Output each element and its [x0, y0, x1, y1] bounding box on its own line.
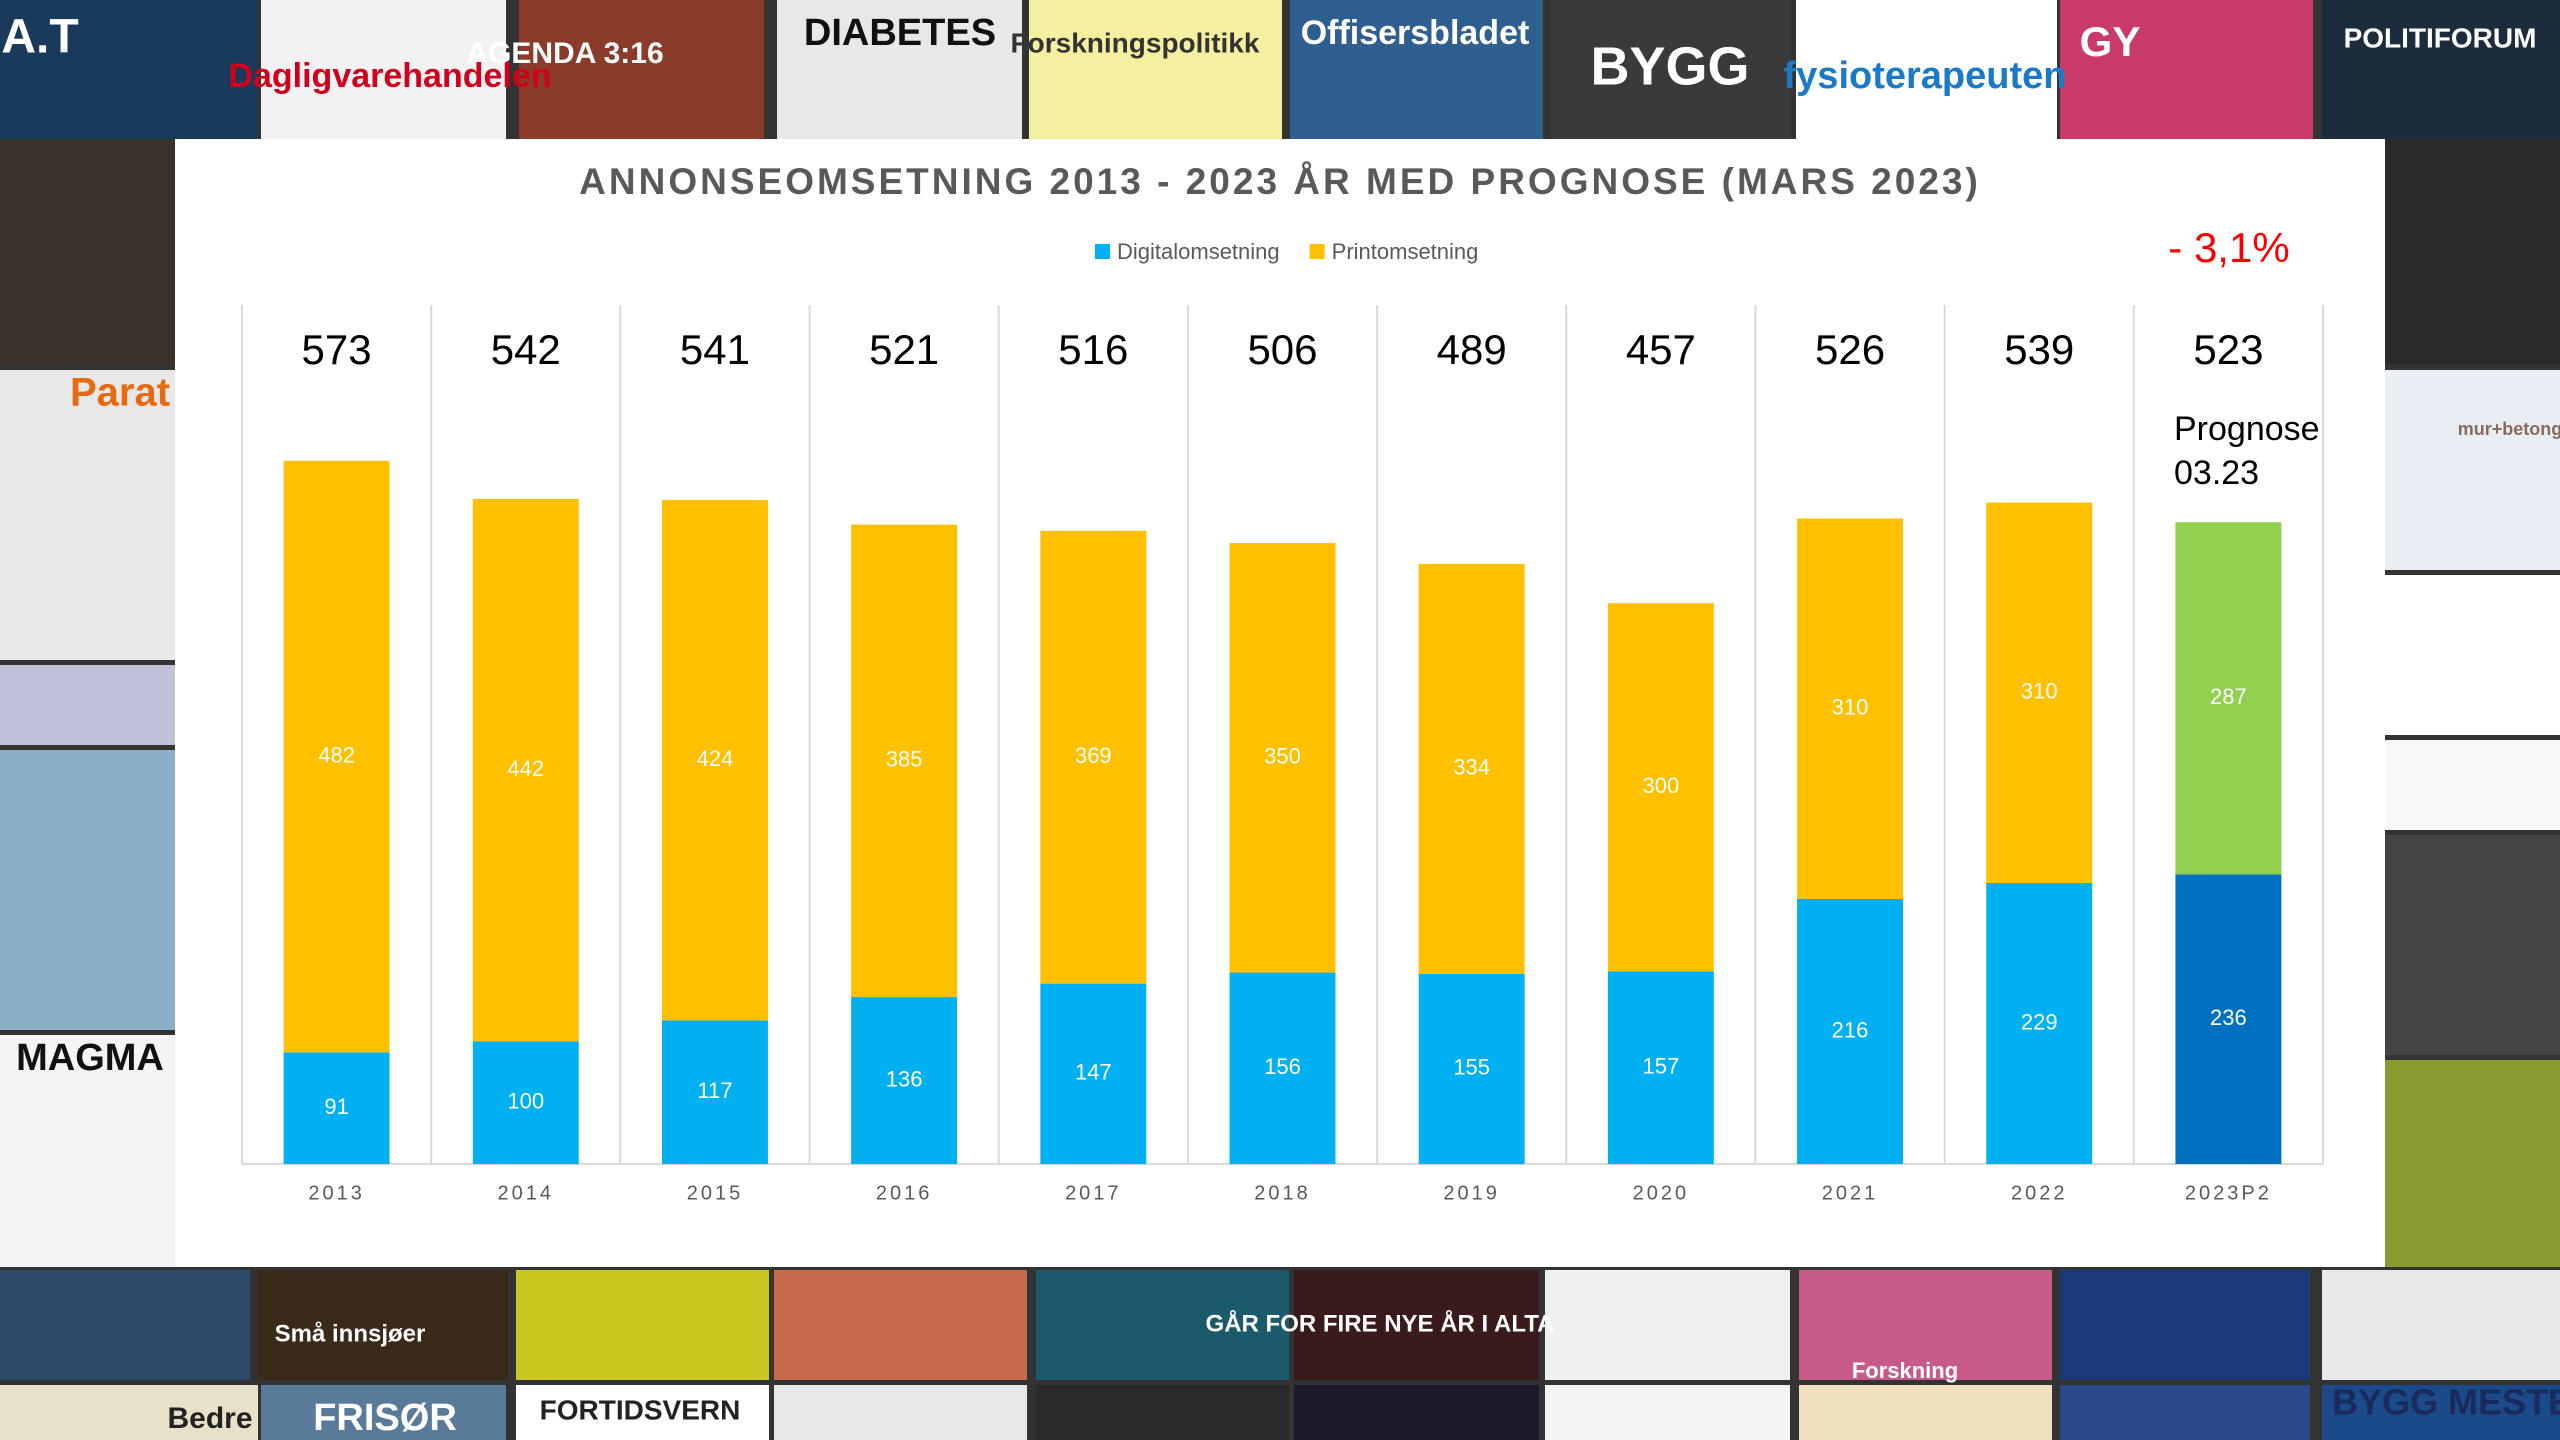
- total-label: 542: [491, 326, 561, 373]
- masthead: FRISØR: [313, 1397, 457, 1439]
- cover-tile: [1799, 1385, 2052, 1440]
- x-tick-label: 2019: [1443, 1182, 1500, 1204]
- masthead: Offisersbladet: [1301, 14, 1530, 52]
- total-label: 573: [302, 326, 372, 373]
- value-label: 117: [697, 1078, 732, 1103]
- change-label: - 3,1%: [2168, 224, 2289, 271]
- masthead: Forskningspolitikk: [1011, 27, 1260, 58]
- slide: A.TDagligvarehandelenAGENDA 3:16DIABETES…: [0, 0, 2560, 1440]
- value-label: 100: [507, 1088, 544, 1113]
- masthead: MAGMA: [16, 1037, 164, 1079]
- cover-tile: [2385, 139, 2560, 364]
- cover-tile: [2060, 1385, 2310, 1440]
- cover-tile: [516, 1270, 769, 1380]
- value-label: 236: [2210, 1005, 2247, 1030]
- page: A.TDagligvarehandelenAGENDA 3:16DIABETES…: [0, 0, 2560, 1440]
- forecast-label: Prognose: [2174, 410, 2320, 448]
- legend-swatch: [1310, 244, 1325, 259]
- total-label: 516: [1058, 326, 1128, 373]
- total-label: 541: [680, 326, 750, 373]
- cover-tile: [0, 665, 175, 745]
- value-label: 157: [1643, 1053, 1680, 1078]
- value-label: 91: [324, 1094, 348, 1119]
- value-label: 136: [886, 1066, 923, 1091]
- masthead: GÅR FOR FIRE NYE ÅR I ALTA: [1206, 1309, 1555, 1337]
- value-label: 350: [1264, 744, 1301, 769]
- masthead: Bedre: [167, 1402, 252, 1435]
- cover-tile: [1036, 1385, 1289, 1440]
- cover-tile: [774, 1270, 1027, 1380]
- masthead: Små innsjøer: [275, 1320, 426, 1347]
- x-tick-label: 2014: [498, 1182, 555, 1204]
- total-label: 506: [1247, 326, 1317, 373]
- masthead: A.T: [1, 11, 78, 64]
- x-tick-label: 2013: [308, 1182, 365, 1204]
- legend-swatch: [1095, 244, 1110, 259]
- cover-tile: [1545, 1385, 1790, 1440]
- value-label: 369: [1075, 743, 1112, 768]
- cover-tile: [1029, 0, 1282, 139]
- value-label: 424: [697, 746, 734, 771]
- cover-tile: [2385, 740, 2560, 830]
- masthead: FORTIDSVERN: [540, 1394, 741, 1425]
- legend-label: Printomsetning: [1332, 239, 1479, 264]
- value-label: 287: [2210, 684, 2247, 709]
- cover-tile: [774, 1385, 1027, 1440]
- masthead: POLITIFORUM: [2344, 22, 2537, 53]
- masthead: Parat: [70, 371, 170, 415]
- total-label: 521: [869, 326, 939, 373]
- cover-tile: [1294, 1385, 1539, 1440]
- masthead: fysioterapeuten: [1784, 55, 2067, 97]
- total-label: 523: [2193, 326, 2263, 373]
- cover-tile: [0, 750, 175, 1030]
- x-tick-label: 2015: [687, 1182, 744, 1204]
- cover-tile: [2322, 1270, 2560, 1380]
- cover-tile: [2385, 835, 2560, 1055]
- x-tick-label: 2023P2: [2185, 1182, 2272, 1204]
- x-tick-label: 2021: [1822, 1182, 1879, 1204]
- masthead: BYGG: [1590, 36, 1749, 96]
- value-label: 300: [1643, 773, 1680, 798]
- x-tick-label: 2022: [2011, 1182, 2068, 1204]
- value-label: 334: [1453, 755, 1490, 780]
- masthead: mur+betong: [2458, 419, 2560, 439]
- value-label: 442: [507, 756, 544, 781]
- chart-title: ANNONSEOMSETNING 2013 - 2023 ÅR MED PROG…: [579, 161, 1981, 202]
- x-tick-label: 2018: [1254, 1182, 1311, 1204]
- masthead: Forskning: [1852, 1358, 1958, 1383]
- cover-tile: [1545, 1270, 1790, 1380]
- value-label: 310: [2021, 679, 2058, 704]
- cover-tile: [0, 139, 175, 364]
- value-label: 155: [1453, 1055, 1490, 1080]
- total-label: 539: [2004, 326, 2074, 373]
- cover-tile: [2322, 0, 2560, 139]
- cover-tile: [2385, 575, 2560, 735]
- value-label: 229: [2021, 1009, 2058, 1034]
- value-label: 482: [318, 742, 355, 767]
- value-label: 385: [886, 747, 923, 772]
- value-label: 147: [1075, 1060, 1112, 1085]
- masthead: AGENDA 3:16: [466, 37, 663, 70]
- value-label: 156: [1264, 1054, 1301, 1079]
- x-tick-label: 2020: [1633, 1182, 1690, 1204]
- total-label: 526: [1815, 326, 1885, 373]
- cover-tile: [2385, 1060, 2560, 1267]
- legend-label: Digitalomsetning: [1117, 239, 1280, 264]
- value-label: 216: [1832, 1017, 1869, 1042]
- total-label: 457: [1626, 326, 1696, 373]
- cover-tile: [0, 1270, 250, 1380]
- masthead: DIABETES: [804, 12, 996, 54]
- cover-tile: [2060, 1270, 2310, 1380]
- total-label: 489: [1437, 326, 1507, 373]
- masthead: BYGG MESTEREN: [2332, 1382, 2560, 1423]
- x-tick-label: 2016: [876, 1182, 933, 1204]
- x-tick-label: 2017: [1065, 1182, 1122, 1204]
- masthead: GY: [2080, 18, 2141, 65]
- value-label: 310: [1832, 695, 1869, 720]
- cover-tile: [2385, 370, 2560, 570]
- forecast-label: 03.23: [2174, 454, 2259, 492]
